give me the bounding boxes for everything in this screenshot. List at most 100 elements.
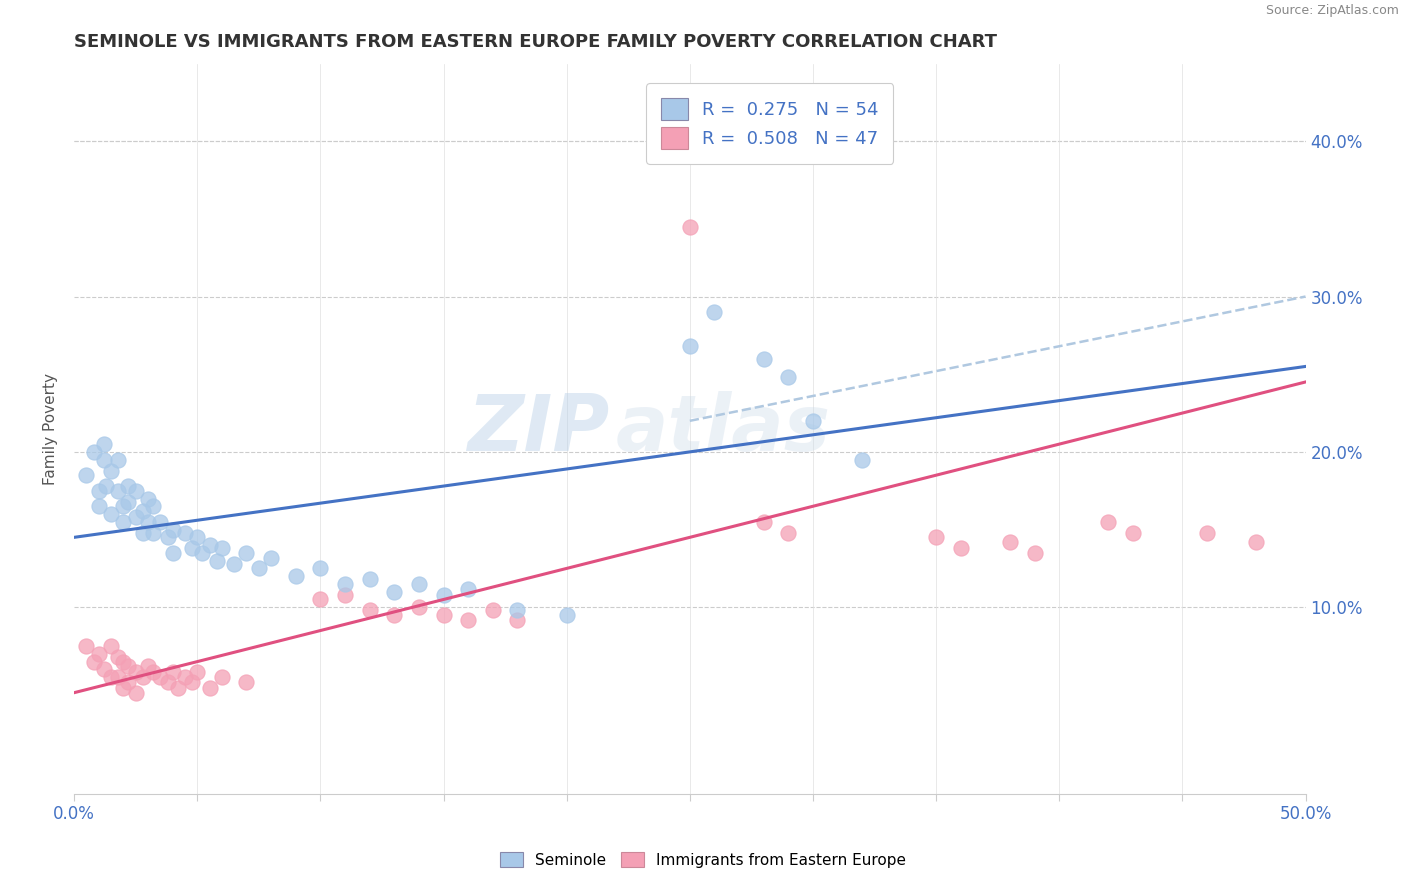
Point bbox=[205, 554, 228, 568]
Point bbox=[925, 530, 948, 544]
Point bbox=[432, 588, 454, 602]
Point bbox=[149, 670, 172, 684]
Point bbox=[142, 500, 165, 514]
Point bbox=[142, 665, 165, 680]
Point bbox=[998, 535, 1021, 549]
Point bbox=[703, 305, 725, 319]
Point bbox=[186, 530, 208, 544]
Point bbox=[408, 600, 430, 615]
Legend: Seminole, Immigrants from Eastern Europe: Seminole, Immigrants from Eastern Europe bbox=[492, 844, 914, 875]
Point bbox=[112, 500, 135, 514]
Point bbox=[93, 452, 115, 467]
Point bbox=[457, 582, 479, 596]
Point bbox=[107, 483, 129, 498]
Point bbox=[124, 665, 146, 680]
Point bbox=[309, 561, 332, 575]
Point bbox=[198, 681, 221, 695]
Point bbox=[107, 670, 129, 684]
Point bbox=[166, 681, 188, 695]
Point bbox=[333, 588, 356, 602]
Point bbox=[235, 674, 257, 689]
Point bbox=[100, 507, 122, 521]
Point bbox=[107, 452, 129, 467]
Y-axis label: Family Poverty: Family Poverty bbox=[44, 373, 58, 484]
Point bbox=[117, 674, 139, 689]
Point bbox=[778, 525, 800, 540]
Point bbox=[83, 655, 105, 669]
Point bbox=[359, 603, 381, 617]
Point bbox=[679, 339, 702, 353]
Legend: R =  0.275   N = 54, R =  0.508   N = 47: R = 0.275 N = 54, R = 0.508 N = 47 bbox=[647, 84, 893, 163]
Point bbox=[481, 603, 503, 617]
Text: SEMINOLE VS IMMIGRANTS FROM EASTERN EUROPE FAMILY POVERTY CORRELATION CHART: SEMINOLE VS IMMIGRANTS FROM EASTERN EURO… bbox=[75, 33, 997, 51]
Point bbox=[94, 479, 117, 493]
Point bbox=[93, 437, 115, 451]
Point bbox=[132, 525, 155, 540]
Point bbox=[149, 515, 172, 529]
Point bbox=[1195, 525, 1218, 540]
Point bbox=[117, 479, 139, 493]
Text: atlas: atlas bbox=[616, 391, 831, 467]
Point bbox=[136, 515, 159, 529]
Point bbox=[136, 659, 159, 673]
Point bbox=[112, 515, 135, 529]
Point bbox=[75, 639, 97, 653]
Point bbox=[778, 370, 800, 384]
Point bbox=[506, 613, 529, 627]
Point bbox=[112, 655, 135, 669]
Point bbox=[124, 510, 146, 524]
Point bbox=[309, 592, 332, 607]
Point bbox=[162, 665, 184, 680]
Point bbox=[107, 650, 129, 665]
Point bbox=[181, 541, 204, 556]
Point bbox=[191, 546, 214, 560]
Point bbox=[1097, 515, 1119, 529]
Point bbox=[333, 577, 356, 591]
Point bbox=[100, 464, 122, 478]
Point bbox=[156, 674, 179, 689]
Text: ZIP: ZIP bbox=[468, 391, 610, 467]
Point bbox=[801, 414, 824, 428]
Point bbox=[382, 607, 405, 622]
Point bbox=[359, 572, 381, 586]
Point bbox=[162, 546, 184, 560]
Point bbox=[555, 607, 578, 622]
Point bbox=[83, 445, 105, 459]
Point bbox=[174, 670, 197, 684]
Point bbox=[87, 483, 110, 498]
Point bbox=[1024, 546, 1046, 560]
Point bbox=[142, 525, 165, 540]
Point bbox=[1122, 525, 1144, 540]
Point bbox=[211, 670, 233, 684]
Point bbox=[506, 603, 529, 617]
Point bbox=[87, 647, 110, 661]
Point bbox=[949, 541, 972, 556]
Point bbox=[174, 525, 197, 540]
Point bbox=[211, 541, 233, 556]
Text: Source: ZipAtlas.com: Source: ZipAtlas.com bbox=[1265, 4, 1399, 18]
Point bbox=[132, 670, 155, 684]
Point bbox=[181, 674, 204, 689]
Point bbox=[162, 523, 184, 537]
Point bbox=[124, 483, 146, 498]
Point bbox=[100, 639, 122, 653]
Point bbox=[75, 468, 97, 483]
Point bbox=[87, 500, 110, 514]
Point bbox=[457, 613, 479, 627]
Point bbox=[260, 550, 283, 565]
Point bbox=[851, 452, 873, 467]
Point bbox=[382, 584, 405, 599]
Point bbox=[100, 670, 122, 684]
Point bbox=[136, 491, 159, 506]
Point bbox=[117, 659, 139, 673]
Point bbox=[408, 577, 430, 591]
Point bbox=[112, 681, 135, 695]
Point bbox=[1246, 535, 1268, 549]
Point bbox=[247, 561, 270, 575]
Point bbox=[124, 686, 146, 700]
Point bbox=[284, 569, 307, 583]
Point bbox=[132, 504, 155, 518]
Point bbox=[93, 662, 115, 676]
Point bbox=[117, 494, 139, 508]
Point bbox=[156, 530, 179, 544]
